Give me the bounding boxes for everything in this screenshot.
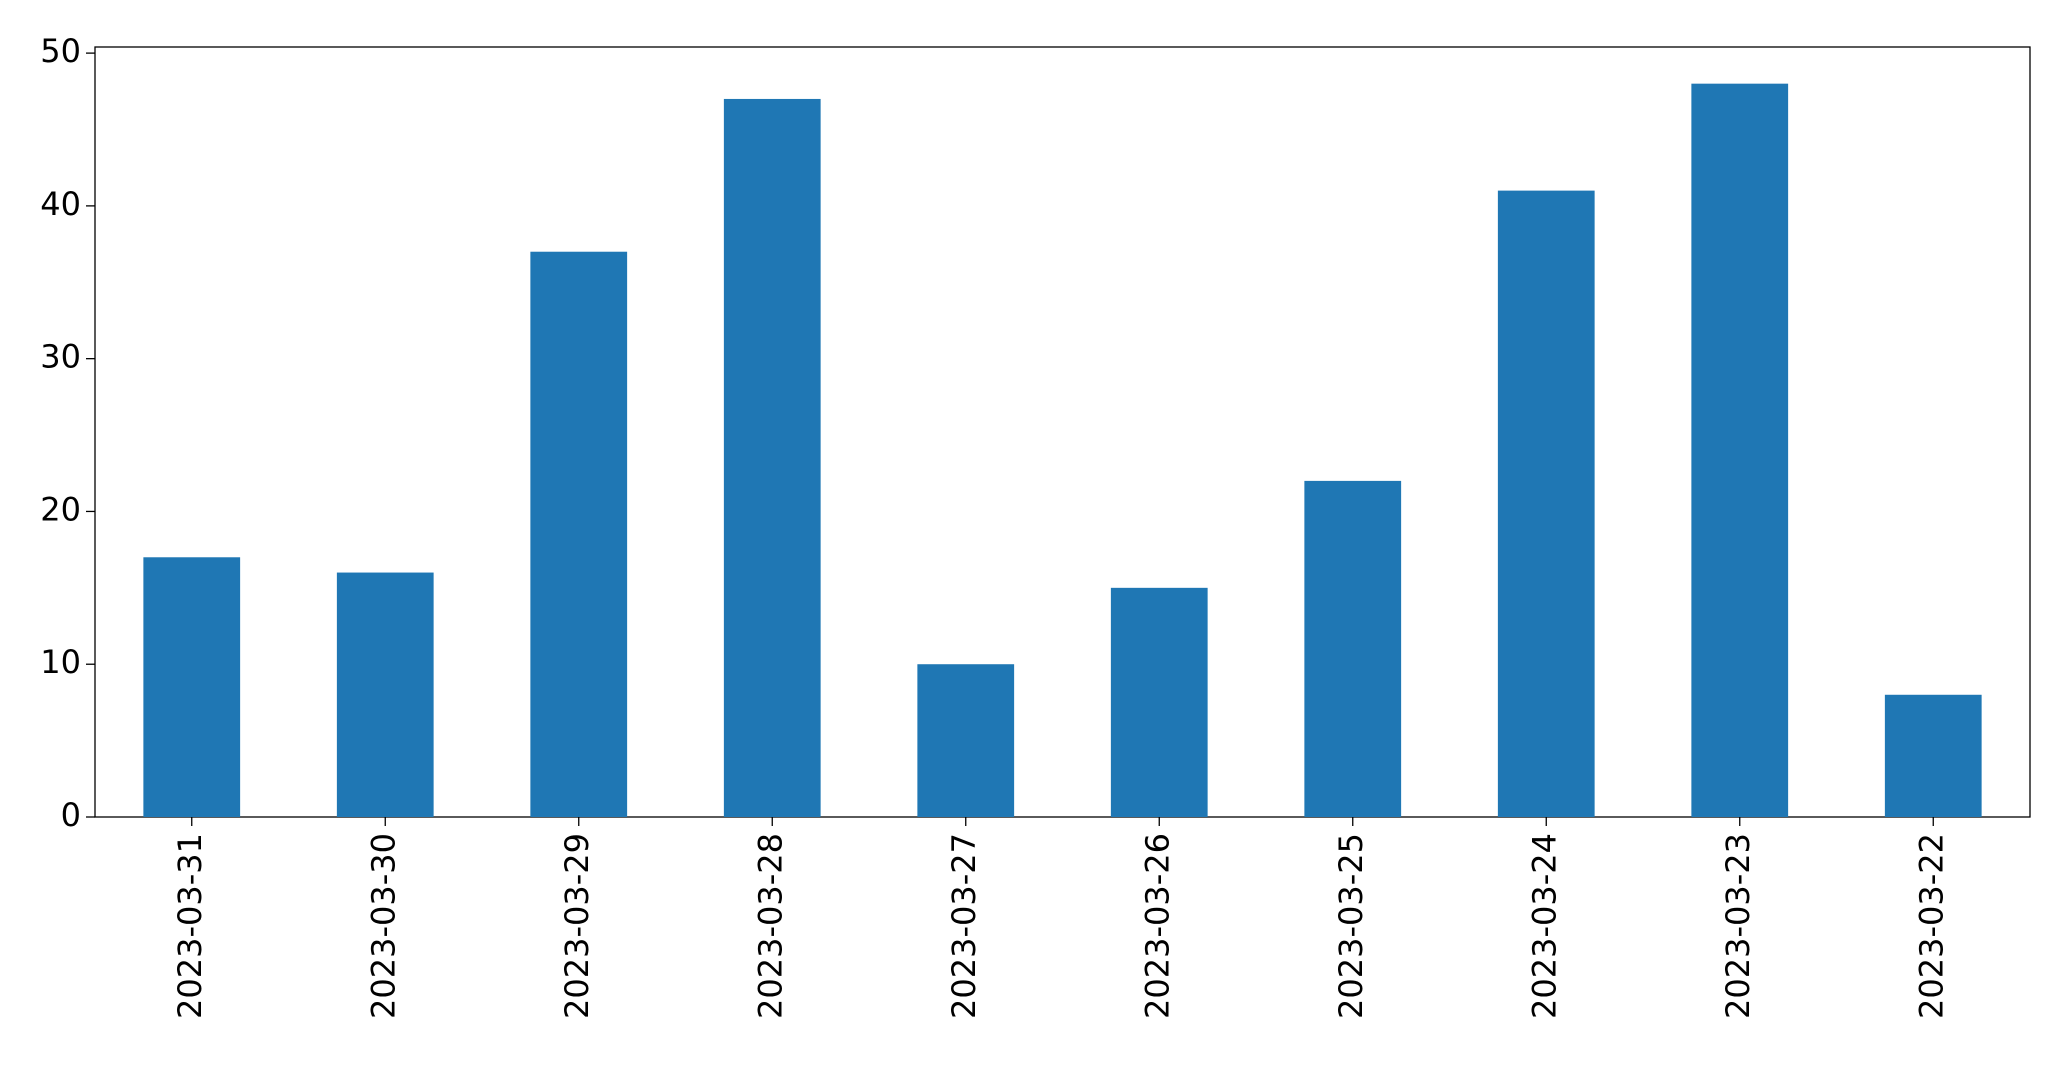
x-tick-label: 2023-03-26 <box>1138 833 1176 1019</box>
bar <box>143 557 241 817</box>
y-tick-label: 0 <box>61 796 81 834</box>
x-tick-label: 2023-03-30 <box>364 833 402 1019</box>
x-tick-label: 2023-03-28 <box>751 833 789 1019</box>
bar <box>336 572 434 817</box>
x-tick-label: 2023-03-31 <box>171 833 209 1019</box>
bar <box>1497 190 1595 818</box>
plot-frame <box>94 46 2031 818</box>
x-tick-label: 2023-03-29 <box>558 833 596 1019</box>
y-tick-label: 10 <box>40 643 81 681</box>
bar <box>1884 694 1982 817</box>
bar <box>530 251 628 817</box>
x-tick-label: 2023-03-23 <box>1719 833 1757 1019</box>
bar <box>1691 83 1789 817</box>
x-tick-label: 2023-03-22 <box>1912 833 1950 1019</box>
y-tick-label: 20 <box>40 490 81 528</box>
bar <box>1304 480 1402 817</box>
bar <box>1110 587 1208 817</box>
x-tick-label: 2023-03-25 <box>1332 833 1370 1019</box>
y-tick-label: 30 <box>40 338 81 376</box>
x-tick-label: 2023-03-24 <box>1525 833 1563 1019</box>
x-tick-label: 2023-03-27 <box>945 833 983 1019</box>
y-tick-label: 40 <box>40 185 81 223</box>
bar <box>917 664 1015 817</box>
bar <box>723 98 821 817</box>
y-tick-label: 50 <box>40 32 81 70</box>
